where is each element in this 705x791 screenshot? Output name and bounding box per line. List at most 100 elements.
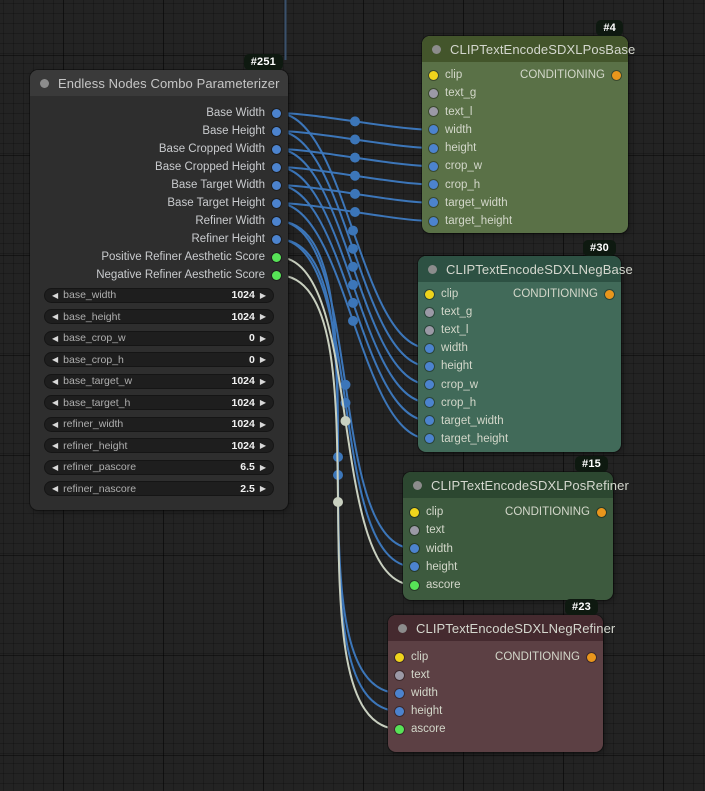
input-slot-text[interactable]: text — [395, 667, 430, 683]
increment-arrow-icon[interactable]: ▶ — [259, 376, 266, 386]
collapse-dot-icon[interactable] — [428, 264, 437, 274]
input-slot-height[interactable]: height — [425, 358, 472, 374]
decrement-arrow-icon[interactable]: ◀ — [52, 333, 59, 343]
node-cliptextencode-sdxl-posrefiner[interactable]: #15 CLIPTextEncodeSDXLPosRefiner clip tex… — [403, 456, 629, 600]
int-slot-icon[interactable] — [425, 434, 434, 444]
text-slot-icon[interactable] — [395, 670, 404, 680]
widget-base_width[interactable]: ◀ base_width 1024 ▶ — [44, 287, 274, 303]
input-slot-text_l[interactable]: text_l — [429, 104, 473, 120]
increment-arrow-icon[interactable]: ▶ — [259, 355, 266, 364]
conditioning-slot-icon[interactable] — [597, 507, 606, 517]
clip-slot-icon[interactable] — [410, 507, 419, 517]
decrement-arrow-icon[interactable]: ◀ — [52, 441, 59, 450]
output-slot-CONDITIONING[interactable]: CONDITIONING — [513, 286, 614, 302]
increment-arrow-icon[interactable]: ▶ — [259, 484, 266, 493]
widget-value[interactable]: 1024 — [231, 439, 255, 452]
text-slot-icon[interactable] — [429, 88, 438, 98]
node-header[interactable]: Endless Nodes Combo Parameterizer — [30, 70, 288, 96]
int-slot-icon[interactable] — [429, 198, 438, 208]
widget-value[interactable]: 2.5 — [240, 482, 255, 495]
int-slot-icon[interactable] — [425, 416, 434, 426]
collapse-dot-icon[interactable] — [432, 44, 441, 54]
int-slot-icon[interactable] — [272, 108, 281, 118]
increment-arrow-icon[interactable]: ▶ — [259, 441, 266, 450]
widget-base_target_w[interactable]: ◀ base_target_w 1024 ▶ — [44, 373, 274, 389]
score-slot-icon[interactable] — [272, 270, 281, 280]
increment-arrow-icon[interactable]: ▶ — [259, 462, 266, 472]
text-slot-icon[interactable] — [410, 525, 419, 535]
int-slot-icon[interactable] — [410, 544, 419, 553]
int-slot-icon[interactable] — [429, 125, 438, 135]
input-slot-text_l[interactable]: text_l — [425, 322, 469, 338]
int-slot-icon[interactable] — [272, 216, 281, 226]
int-slot-icon[interactable] — [429, 143, 438, 153]
conditioning-slot-icon[interactable] — [605, 289, 614, 299]
decrement-arrow-icon[interactable]: ◀ — [52, 376, 59, 386]
node-header[interactable]: CLIPTextEncodeSDXLNegBase — [418, 256, 633, 282]
input-slot-crop_w[interactable]: crop_w — [429, 158, 482, 174]
output-slot-CONDITIONING[interactable]: CONDITIONING — [495, 649, 596, 665]
node-cliptextencode-sdxl-negrefiner[interactable]: #23 CLIPTextEncodeSDXLNegRefiner clip tex… — [388, 599, 615, 752]
input-slot-width[interactable]: width — [429, 122, 472, 138]
input-slot-width[interactable]: width — [410, 541, 453, 557]
collapse-dot-icon[interactable] — [398, 623, 407, 633]
widget-base_target_h[interactable]: ◀ base_target_h 1024 ▶ — [44, 395, 274, 410]
score-slot-icon[interactable] — [395, 724, 404, 734]
collapse-dot-icon[interactable] — [40, 78, 49, 88]
input-slot-target_height[interactable]: target_height — [429, 213, 512, 229]
collapse-dot-icon[interactable] — [413, 480, 422, 490]
input-slot-text_g[interactable]: text_g — [425, 304, 472, 320]
input-slot-crop_h[interactable]: crop_h — [429, 177, 480, 193]
output-slot-Refiner Height[interactable]: Refiner Height — [191, 231, 281, 247]
output-slot-CONDITIONING[interactable]: CONDITIONING — [505, 504, 606, 520]
input-slot-height[interactable]: height — [429, 140, 476, 156]
int-slot-icon[interactable] — [429, 216, 438, 226]
int-slot-icon[interactable] — [272, 234, 281, 244]
decrement-arrow-icon[interactable]: ◀ — [52, 419, 59, 429]
int-slot-icon[interactable] — [272, 144, 281, 154]
decrement-arrow-icon[interactable]: ◀ — [52, 312, 59, 321]
widget-refiner_width[interactable]: ◀ refiner_width 1024 ▶ — [44, 416, 274, 432]
widget-value[interactable]: 1024 — [231, 418, 255, 430]
input-slot-target_width[interactable]: target_width — [429, 195, 508, 211]
input-slot-width[interactable]: width — [425, 340, 468, 356]
output-slot-Base Cropped Width[interactable]: Base Cropped Width — [159, 141, 281, 157]
output-slot-Base Target Width[interactable]: Base Target Width — [171, 177, 281, 193]
input-slot-height[interactable]: height — [410, 559, 457, 575]
node-header[interactable]: CLIPTextEncodeSDXLPosRefiner — [403, 472, 629, 498]
widget-refiner_height[interactable]: ◀ refiner_height 1024 ▶ — [44, 438, 274, 453]
int-slot-icon[interactable] — [429, 161, 438, 171]
output-slot-Base Height[interactable]: Base Height — [202, 123, 281, 139]
decrement-arrow-icon[interactable]: ◀ — [52, 484, 59, 493]
conditioning-slot-icon[interactable] — [612, 70, 621, 80]
clip-slot-icon[interactable] — [429, 70, 438, 80]
decrement-arrow-icon[interactable]: ◀ — [52, 398, 59, 407]
node-header[interactable]: CLIPTextEncodeSDXLNegRefiner — [388, 615, 615, 641]
decrement-arrow-icon[interactable]: ◀ — [52, 290, 59, 300]
int-slot-icon[interactable] — [272, 162, 281, 172]
widget-base_height[interactable]: ◀ base_height 1024 ▶ — [44, 309, 274, 324]
widget-value[interactable]: 0 — [249, 332, 255, 344]
int-slot-icon[interactable] — [429, 180, 438, 189]
int-slot-icon[interactable] — [272, 126, 281, 136]
int-slot-icon[interactable] — [272, 198, 281, 208]
input-slot-height[interactable]: height — [395, 703, 442, 719]
widget-value[interactable]: 6.5 — [240, 461, 255, 473]
input-slot-clip[interactable]: clip — [429, 67, 462, 83]
score-slot-icon[interactable] — [410, 580, 419, 590]
output-slot-Base Width[interactable]: Base Width — [206, 105, 281, 121]
text-slot-icon[interactable] — [425, 325, 434, 335]
int-slot-icon[interactable] — [395, 688, 404, 698]
output-slot-CONDITIONING[interactable]: CONDITIONING — [520, 67, 621, 83]
int-slot-icon[interactable] — [395, 706, 404, 716]
clip-slot-icon[interactable] — [425, 289, 434, 299]
int-slot-icon[interactable] — [425, 380, 434, 389]
int-slot-icon[interactable] — [272, 180, 281, 190]
node-header[interactable]: CLIPTextEncodeSDXLPosBase — [422, 36, 635, 62]
node-endless-combo-parameterizer[interactable]: #251 Endless Nodes Combo Parameterizer B… — [30, 54, 288, 510]
widget-value[interactable]: 1024 — [231, 375, 255, 387]
increment-arrow-icon[interactable]: ▶ — [259, 419, 266, 429]
int-slot-icon[interactable] — [425, 361, 434, 371]
output-slot-Base Cropped Height[interactable]: Base Cropped Height — [155, 159, 281, 175]
